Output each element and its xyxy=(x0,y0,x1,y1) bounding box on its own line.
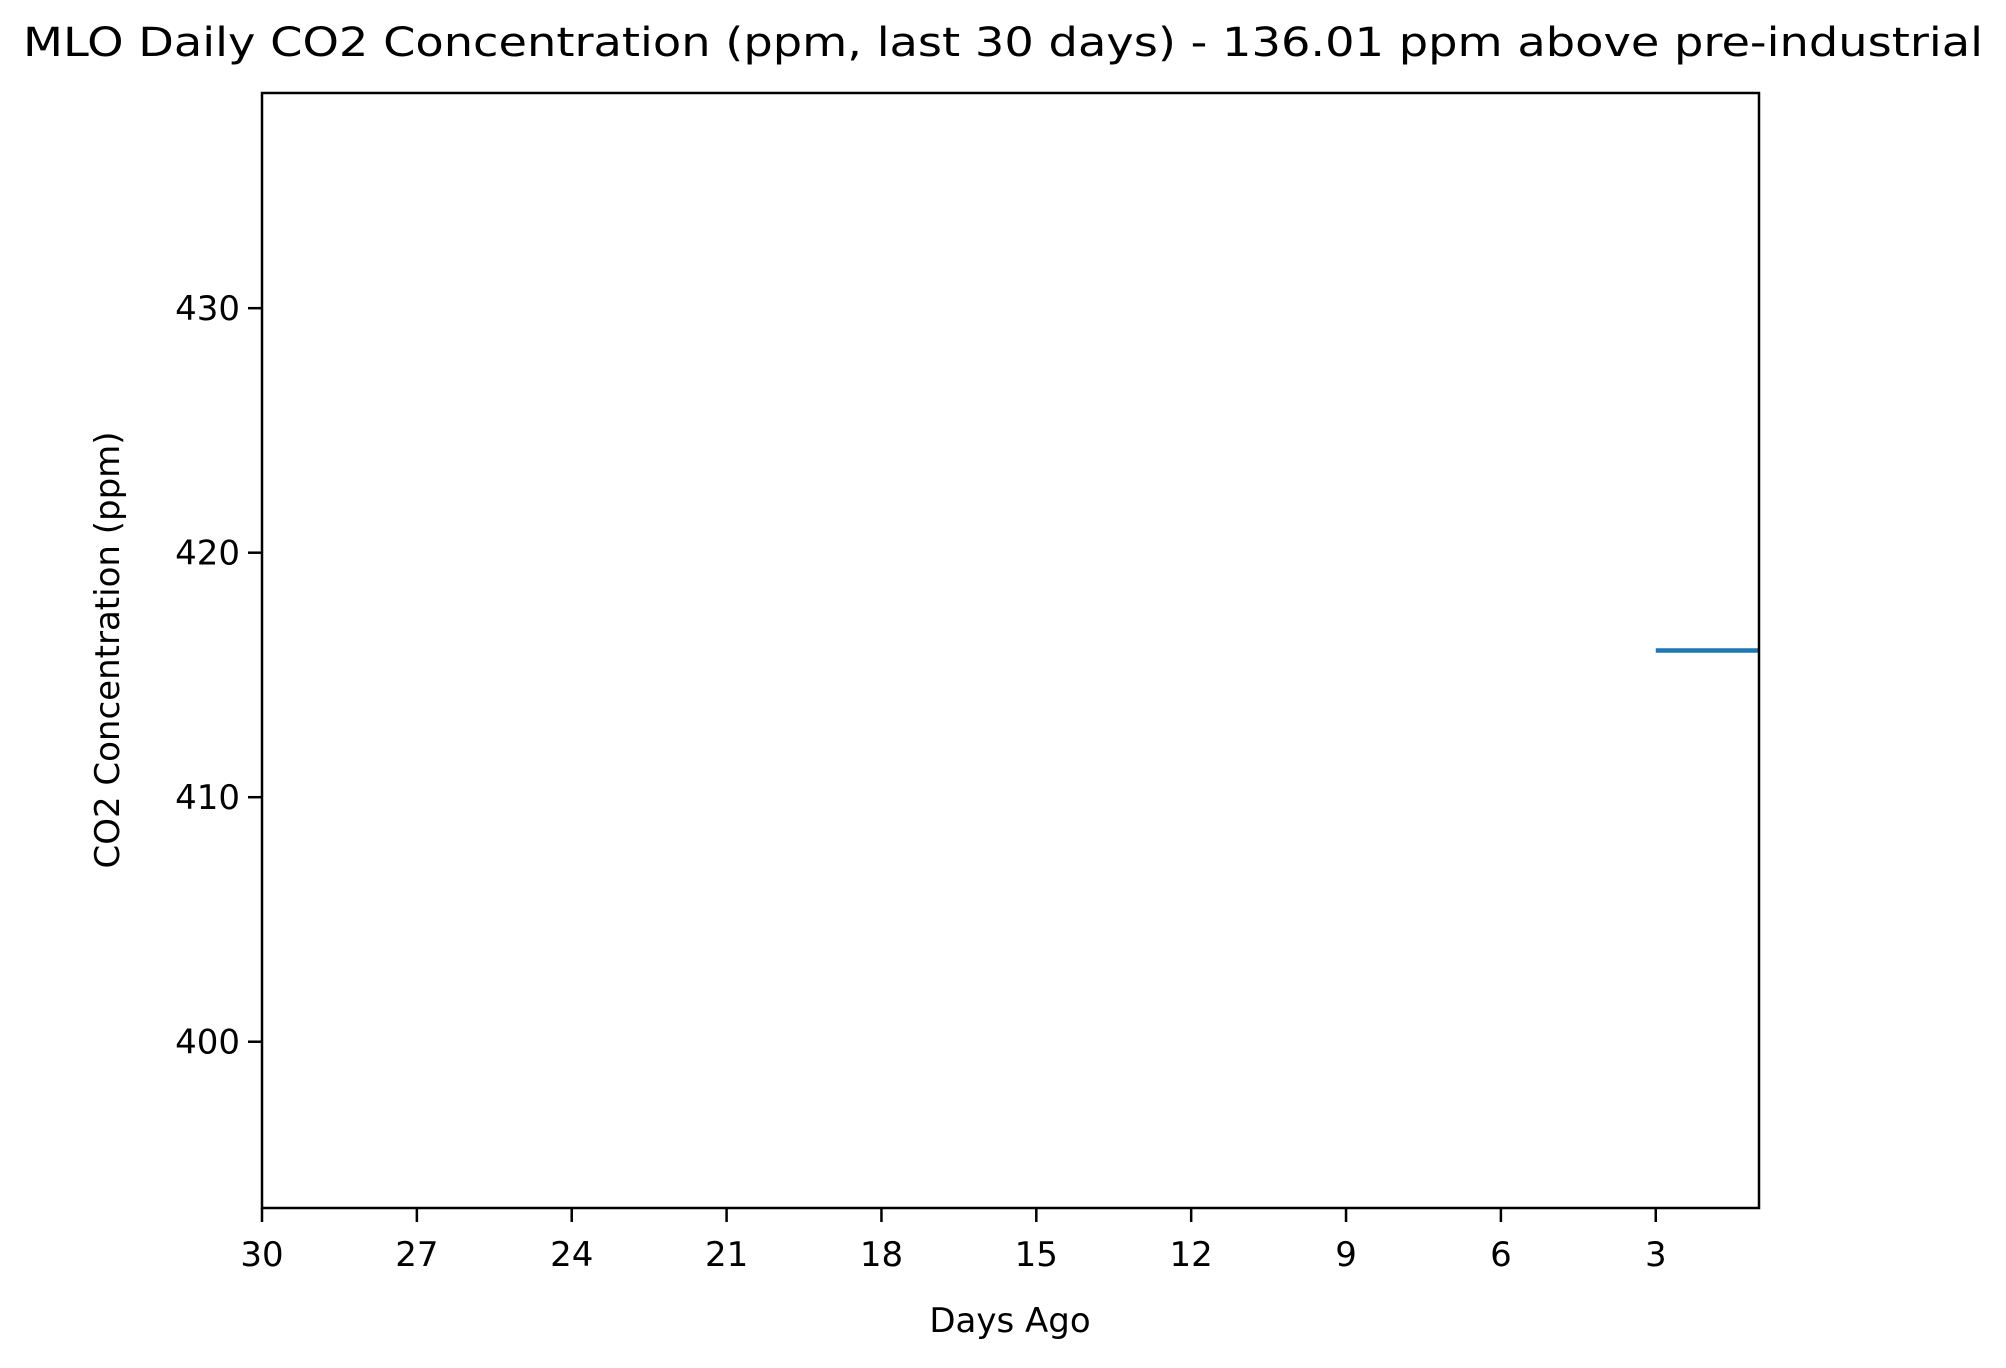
x-tick-label: 24 xyxy=(550,1235,593,1275)
x-tick-label: 27 xyxy=(395,1235,438,1275)
y-tick-label: 410 xyxy=(175,778,240,818)
x-tick-label: 9 xyxy=(1335,1235,1357,1275)
x-tick-label: 6 xyxy=(1490,1235,1512,1275)
x-tick-label: 15 xyxy=(1015,1235,1058,1275)
plot-frame xyxy=(260,91,1761,1210)
x-axis-label: Days Ago xyxy=(929,1301,1090,1341)
y-axis-label: CO2 Concentration (ppm) xyxy=(88,431,128,868)
y-tick-label: 400 xyxy=(175,1023,240,1063)
x-tick-label: 12 xyxy=(1170,1235,1213,1275)
x-tick-label: 3 xyxy=(1645,1235,1667,1275)
x-tick-label: 21 xyxy=(705,1235,748,1275)
chart-title: MLO Daily CO2 Concentration (ppm, last 3… xyxy=(23,20,1983,66)
y-tick-label: 420 xyxy=(175,534,240,574)
y-axis: 400 410 420 430 xyxy=(175,289,262,1063)
x-axis: 30 27 24 21 18 15 12 9 6 3 xyxy=(240,1208,1667,1275)
x-tick-label: 18 xyxy=(860,1235,903,1275)
y-tick-label: 430 xyxy=(175,289,240,329)
x-tick-label: 30 xyxy=(240,1235,283,1275)
